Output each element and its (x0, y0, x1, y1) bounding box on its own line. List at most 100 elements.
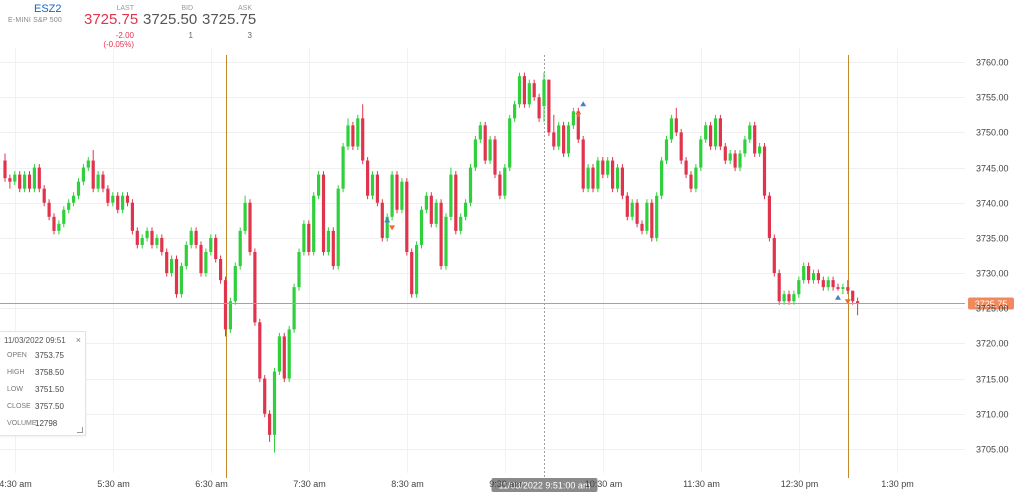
sell-marker-icon (575, 112, 582, 118)
candle-body (121, 195, 125, 210)
candle-body (601, 160, 605, 175)
quote-header: ESZ2 E-MINI S&P 500 LAST 3725.75 -2.00 (… (0, 0, 300, 49)
candle-body (67, 202, 71, 210)
candle-body (361, 118, 365, 161)
y-tick-label: 3705.00 (976, 445, 1009, 455)
sell-marker-icon (844, 299, 851, 305)
candle-body (410, 251, 414, 295)
candle-body (449, 174, 453, 217)
candle-body (72, 195, 76, 203)
candle-body (762, 146, 767, 196)
ohlc-info-panel[interactable]: 11/03/2022 09:51 × OPEN 3753.75 HIGH 375… (0, 331, 86, 436)
candle-body (792, 294, 796, 302)
candle-body (209, 237, 213, 252)
candle-body (194, 230, 198, 245)
candle-body (522, 76, 526, 105)
resize-handle-icon[interactable] (77, 427, 83, 433)
symbol-label[interactable]: ESZ2 (34, 3, 62, 15)
candle-body (253, 251, 257, 323)
volume-value: 12798 (35, 419, 58, 428)
candle-body (498, 174, 502, 196)
candle-body (655, 195, 659, 238)
candle-body (223, 280, 228, 330)
candle-body (802, 266, 806, 281)
candle-body (748, 125, 752, 140)
x-tick-label: 12:30 pm (781, 479, 819, 489)
candle-body (552, 132, 556, 147)
candle-body (321, 174, 326, 252)
candle-body (836, 287, 840, 289)
last-price: 3725.75 (84, 11, 139, 28)
candle-body (645, 202, 649, 231)
candle-body (650, 202, 654, 238)
candle-body (660, 160, 664, 196)
buy-marker-icon (835, 294, 841, 300)
candle-body (395, 174, 399, 210)
candle-body (18, 174, 22, 189)
candle-body (493, 139, 497, 175)
candle-body (57, 223, 61, 231)
candle-body (674, 118, 678, 133)
candle-body (91, 160, 95, 189)
symbol-description: E-MINI S&P 500 (8, 17, 63, 24)
last-price-label: 3725.75 (975, 299, 1008, 309)
candle-body (287, 329, 291, 379)
candle-body (508, 118, 512, 168)
candle-body (537, 97, 541, 119)
candle-body (625, 195, 629, 217)
candle-body (713, 118, 718, 147)
candle-body (243, 202, 247, 231)
candle-body (576, 111, 580, 140)
candle-body (478, 125, 482, 140)
low-value: 3751.50 (35, 385, 64, 394)
candle-body (591, 167, 595, 189)
candle-body (684, 160, 688, 175)
candle-body (767, 195, 771, 238)
candle-body (380, 202, 384, 238)
candle-body (400, 181, 404, 210)
close-icon[interactable]: × (75, 335, 81, 345)
candle-body (233, 266, 237, 302)
candle-body (733, 153, 737, 168)
candle-body (199, 244, 203, 274)
candle-body (689, 174, 693, 189)
open-label: OPEN (7, 352, 27, 359)
x-tick-label: 10:30 am (585, 479, 623, 489)
candle-body (297, 251, 301, 288)
candle-body (797, 280, 801, 295)
candle-body (27, 174, 32, 189)
candle-body (307, 223, 311, 252)
candle-body (807, 266, 811, 281)
high-value: 3758.50 (35, 368, 64, 377)
candle-body (165, 251, 169, 274)
candle-body (532, 83, 536, 98)
candle-body (356, 118, 360, 147)
bid-label: BID (181, 5, 193, 12)
candle-body (821, 280, 825, 288)
y-tick-label: 3740.00 (976, 199, 1009, 209)
candle-body (174, 259, 179, 295)
candle-body (464, 202, 468, 217)
candle-body (272, 371, 277, 435)
candle-body (753, 125, 757, 154)
candle-body (826, 280, 830, 288)
candle-body (179, 266, 183, 295)
candle-body (728, 153, 732, 161)
ask-label: ASK (237, 5, 252, 12)
candle-body (219, 259, 223, 281)
candle-body (106, 188, 110, 203)
candle-body (317, 174, 321, 196)
candle-body (366, 160, 370, 196)
candle-body (390, 174, 394, 217)
candle-body (459, 216, 463, 231)
candle-body (723, 146, 727, 161)
ask-column: ASK 3725.75 3 (202, 5, 256, 40)
candle-body (557, 125, 561, 147)
candle-body (473, 139, 477, 168)
candle-body (679, 132, 683, 161)
y-tick-label: 3720.00 (976, 339, 1009, 349)
candle-body (571, 111, 575, 126)
candle-body (385, 216, 389, 238)
y-tick-label: 3715.00 (976, 375, 1009, 385)
